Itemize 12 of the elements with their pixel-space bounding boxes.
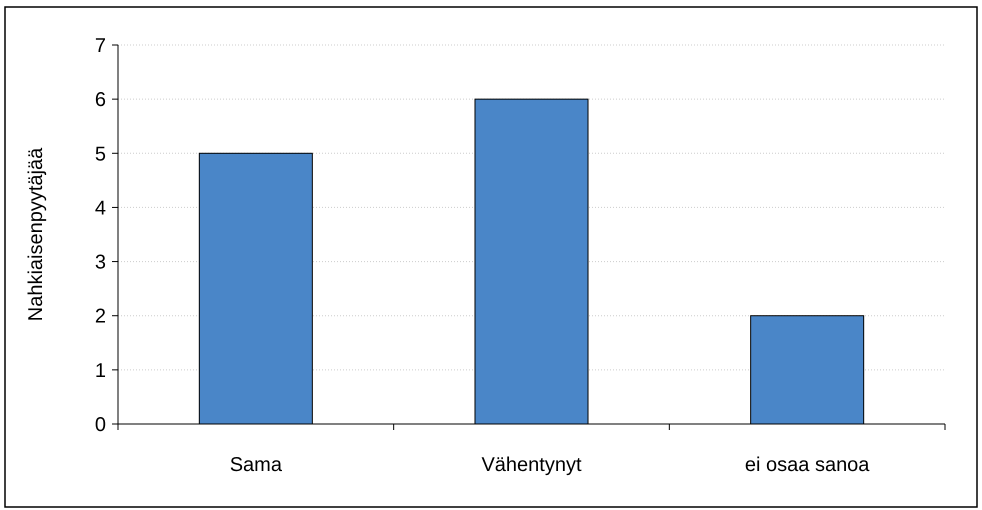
y-tick-label: 3: [94, 252, 106, 274]
y-tick-label: 6: [94, 89, 106, 112]
y-tick-label: 4: [94, 197, 106, 220]
y-tick-label: 5: [94, 143, 106, 166]
y-tick-label: 7: [94, 35, 106, 57]
x-tick-label: ei osaa sanoa: [744, 454, 870, 476]
y-tick-label: 0: [94, 414, 106, 436]
y-axis-title: Nahkiaisenpyytäjää: [25, 146, 47, 322]
x-tick-label: Sama: [230, 454, 283, 476]
y-tick-label: 2: [94, 306, 106, 328]
y-tick-label: 1: [94, 360, 106, 382]
x-tick-label: Vähentynyt: [481, 454, 582, 476]
